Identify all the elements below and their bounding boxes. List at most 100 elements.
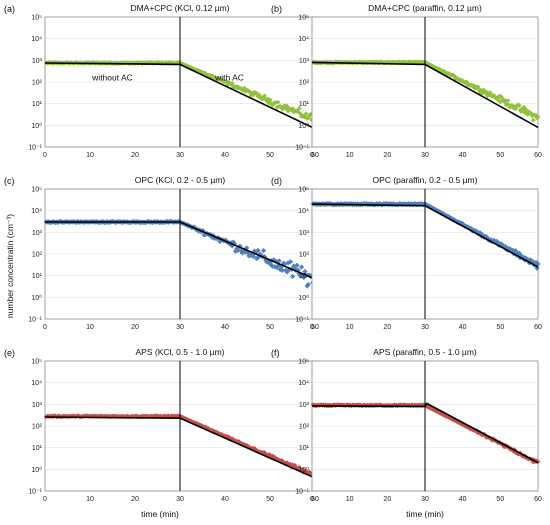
x-tick-label: 60 — [534, 324, 542, 331]
x-tick-label: 40 — [221, 152, 229, 159]
data-point — [287, 259, 293, 265]
data-point — [298, 111, 303, 117]
x-tick-label: 20 — [383, 324, 391, 331]
x-tick-label: 10 — [86, 324, 94, 331]
x-tick-label: 60 — [534, 496, 542, 503]
data-point — [255, 247, 261, 254]
data-point — [278, 263, 285, 270]
data-point — [475, 84, 481, 90]
y-tick-label: 10⁰ — [298, 122, 309, 130]
y-tick-label: 10⁴ — [31, 36, 42, 43]
annotation-without-ac: without AC — [91, 72, 133, 82]
x-tick-label: 40 — [459, 152, 467, 159]
data-point — [270, 102, 275, 108]
y-tick-label: 10³ — [299, 402, 310, 409]
annotation-with-ac: with AC — [214, 72, 244, 82]
y-tick-label: 10⁻¹ — [295, 489, 309, 496]
data-point — [535, 261, 541, 267]
x-tick-label: 0 — [43, 152, 47, 159]
data-point — [263, 97, 269, 102]
fit-line — [311, 402, 539, 464]
x-tick-label: 50 — [496, 324, 504, 331]
data-point — [535, 114, 541, 120]
data-point — [504, 102, 510, 107]
data-point — [279, 267, 286, 273]
x-tick-label: 60 — [311, 324, 319, 331]
data-point — [478, 231, 484, 237]
data-point — [245, 87, 251, 93]
x-tick-label: 50 — [266, 324, 274, 331]
y-tick-label: 10¹ — [299, 445, 310, 452]
data-point — [484, 89, 489, 95]
panel-title: APS (KCl, 0.5 - 1.0 µm) — [136, 347, 225, 357]
x-tick-label: 60 — [534, 152, 542, 159]
data-point — [267, 261, 273, 267]
x-tick-label: 20 — [383, 496, 391, 503]
data-point — [305, 281, 311, 288]
x-tick-label: 30 — [421, 152, 429, 159]
y-tick-label: 10⁰ — [31, 466, 42, 474]
x-tick-label: 10 — [346, 324, 354, 331]
data-point — [516, 103, 522, 108]
x-tick-label: 0 — [43, 496, 47, 503]
x-tick-label: 50 — [496, 152, 504, 159]
data-point — [485, 93, 490, 99]
panel-title: DMA+CPC (paraffin, 0.12 µm) — [368, 3, 482, 13]
panel-label: (f) — [271, 348, 280, 358]
data-point — [267, 97, 273, 103]
data-point — [516, 250, 522, 256]
chart-panel-d: (d) OPC (paraffin, 0.2 - 0.5 µm) 10⁻¹ 10⁰ 10… — [271, 175, 542, 331]
data-point — [303, 111, 309, 117]
y-tick-label: 10³ — [32, 58, 43, 65]
data-point — [302, 268, 308, 275]
data-point — [502, 243, 508, 250]
y-tick-label: 10³ — [299, 58, 310, 65]
y-axis-label: number concentratin (cm⁻³) — [5, 214, 15, 318]
data-point — [260, 247, 267, 254]
x-tick-label: 60 — [311, 152, 319, 159]
y-tick-label: 10² — [32, 252, 43, 259]
y-tick-label: 10¹ — [32, 445, 43, 452]
y-tick-label: 10² — [32, 80, 43, 87]
x-tick-label: 30 — [421, 324, 429, 331]
data-point — [284, 103, 290, 109]
x-tick-label: 20 — [131, 496, 139, 503]
x-tick-label: 10 — [346, 152, 354, 159]
chart-panel-b: (b) DMA+CPC (paraffin, 0.12 µm) 10⁻¹ 10⁰ 10¹… — [271, 3, 542, 159]
x-tick-label: 60 — [311, 496, 319, 503]
fit-line — [44, 62, 316, 130]
y-tick-label: 10⁵ — [31, 359, 42, 366]
y-tick-label: 10⁰ — [298, 294, 309, 302]
x-tick-label: 10 — [86, 496, 94, 503]
y-tick-label: 10³ — [32, 230, 43, 237]
data-point — [497, 93, 502, 99]
x-tick-label: 20 — [383, 152, 391, 159]
x-tick-label: 40 — [221, 324, 229, 331]
x-tick-label: 50 — [266, 152, 274, 159]
y-tick-label: 10⁴ — [298, 380, 309, 387]
y-tick-label: 10¹ — [299, 101, 310, 108]
data-point — [505, 98, 511, 104]
data-point — [535, 459, 541, 465]
panel-label: (a) — [4, 4, 15, 14]
y-tick-label: 10⁵ — [298, 359, 309, 366]
data-point — [529, 113, 535, 119]
x-tick-label: 30 — [176, 324, 184, 331]
data-point — [298, 466, 303, 472]
x-tick-label: 30 — [176, 152, 184, 159]
data-point — [502, 98, 508, 103]
data-point — [254, 256, 260, 262]
chart-panel-c: (c) OPC (KCl, 0.2 - 0.5 µm) 10⁻¹ 10⁰ 10¹ 10² 1… — [4, 175, 319, 331]
y-tick-label: 10⁻¹ — [28, 145, 42, 152]
y-tick-label: 10¹ — [32, 101, 43, 108]
data-point — [498, 99, 503, 105]
data-point — [265, 258, 271, 264]
x-tick-label: 50 — [496, 496, 504, 503]
y-tick-label: 10⁰ — [31, 122, 42, 130]
data-point — [256, 92, 262, 98]
fit-line — [311, 61, 539, 129]
chart-panel-e: (e) APS (KCl, 0.5 - 1.0 µm) 10⁻¹ 10⁰ 10¹ 10² 1… — [4, 347, 319, 503]
data-point — [296, 465, 302, 470]
y-tick-label: 10² — [299, 80, 310, 87]
x-tick-label: 20 — [131, 324, 139, 331]
